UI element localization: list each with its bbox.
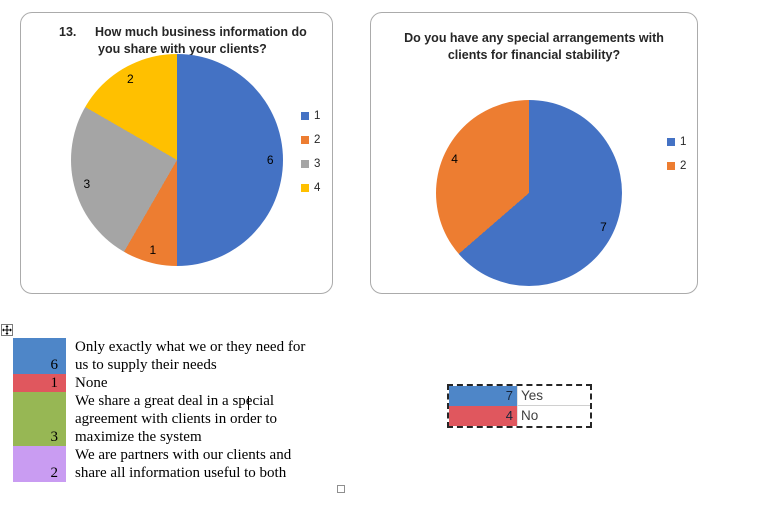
legend-label: 2	[314, 134, 321, 146]
legend-swatch-icon	[301, 136, 309, 144]
legend-swatch-icon	[301, 112, 309, 120]
pie-data-label: 4	[451, 152, 458, 166]
value-cell[interactable]: 2	[13, 446, 66, 482]
chart-title-line2: you share with your clients?	[98, 42, 267, 56]
legend-swatch-icon	[301, 184, 309, 192]
legend-item[interactable]: 1	[301, 110, 320, 122]
chart-title-line1: Do you have any special arrangements wit…	[404, 31, 664, 45]
description-line: share all information useful to both	[75, 465, 287, 481]
legend: 1 2 3 4	[301, 110, 320, 194]
legend-item[interactable]: 2	[667, 160, 686, 172]
description-line: None	[75, 375, 108, 391]
legend-label: 1	[314, 110, 321, 122]
table-row: 1 None	[13, 374, 305, 392]
legend-item[interactable]: 4	[301, 182, 320, 194]
move-cross-icon	[2, 325, 12, 335]
description-line: us to supply their needs	[75, 357, 217, 373]
small-checkbox-icon[interactable]	[337, 485, 345, 493]
legend-item[interactable]: 1	[667, 136, 686, 148]
description-cell[interactable]: We are partners with our clients and shar…	[66, 446, 291, 482]
value-cell[interactable]: 6	[13, 338, 66, 374]
description-line: Only exactly what we or they need for	[75, 339, 306, 355]
chart-title-line2: clients for financial stability?	[447, 48, 621, 62]
table-row: 2 We are partners with our clients and sha…	[13, 446, 305, 482]
legend-swatch-icon	[301, 160, 309, 168]
legend-item[interactable]: 3	[301, 158, 320, 170]
text-cursor	[248, 396, 249, 410]
count-cell[interactable]: 4	[449, 406, 517, 426]
chart-business-info[interactable]: 13. How much business information do you…	[20, 12, 333, 294]
legend-item[interactable]: 2	[301, 134, 320, 146]
answer-key-table: 6 Only exactly what we or they need for us…	[13, 338, 305, 482]
legend-label: 2	[680, 160, 687, 172]
legend-label: 3	[314, 158, 321, 170]
table-row: 7 Yes	[449, 386, 590, 406]
legend-swatch-icon	[667, 162, 675, 170]
pie[interactable]: 6 1 3 2	[71, 54, 283, 266]
legend-label: 1	[680, 136, 687, 148]
table-row: 4 No	[449, 406, 590, 426]
pie-data-label: 6	[266, 153, 274, 167]
pie-data-label: 1	[149, 243, 157, 258]
pie-data-label: 3	[83, 177, 91, 192]
value-cell[interactable]: 1	[13, 374, 66, 392]
pie-data-label: 7	[600, 219, 607, 234]
pie-data-label: 2	[127, 72, 134, 87]
chart-title-number: 13.	[59, 25, 77, 39]
move-handle-icon[interactable]	[1, 324, 13, 336]
description-cell[interactable]: We share a great deal in a special agreem…	[66, 392, 277, 446]
description-line: We share a great deal in a special	[75, 393, 275, 409]
description-line: We are partners with our clients and	[75, 447, 292, 463]
description-cell[interactable]: None	[66, 374, 108, 392]
description-line: maximize the system	[75, 429, 202, 445]
chart-financial-stability[interactable]: Do you have any special arrangements wit…	[370, 12, 698, 294]
count-cell[interactable]: 7	[449, 386, 517, 406]
description-line: agreement with clients in order to	[75, 411, 278, 427]
legend-swatch-icon	[667, 138, 675, 146]
description-cell[interactable]: Only exactly what we or they need for us …	[66, 338, 305, 374]
legend-label: 4	[314, 182, 321, 194]
chart-title-line1: How much business information do	[95, 25, 307, 39]
label-cell[interactable]: No	[517, 406, 590, 426]
yes-no-table: 7 Yes 4 No	[447, 384, 592, 428]
table-row: 3 We share a great deal in a special agree…	[13, 392, 305, 446]
value-cell[interactable]: 3	[13, 392, 66, 446]
table-row: 6 Only exactly what we or they need for us…	[13, 338, 305, 374]
label-cell[interactable]: Yes	[517, 386, 590, 406]
